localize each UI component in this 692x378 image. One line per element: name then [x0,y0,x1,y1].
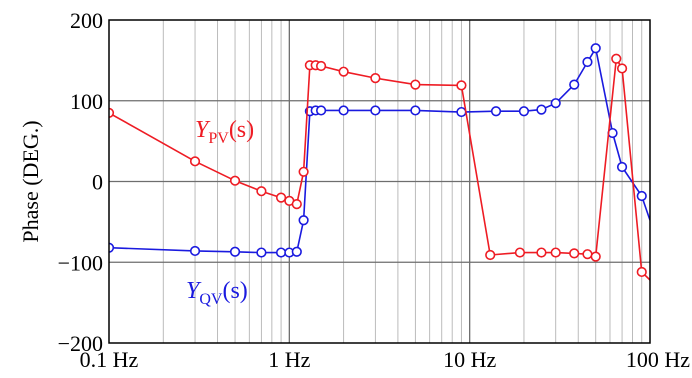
data-point [636,266,647,278]
data-point [275,192,287,203]
data-point [370,105,381,116]
y-tick-label: 0 [92,170,103,195]
data-point [256,247,267,258]
y-axis-label: Phase (DEG.) [18,120,43,242]
tick-labels: −200 −100 0 100 200 0.1 Hz 1 Hz 10 Hz 100 Hz [58,8,691,372]
data-point [536,247,547,258]
series-label-ypv: YPV(s) [195,117,254,147]
data-point [291,199,302,210]
data-point [490,106,502,117]
x-tick-label: 0.1 Hz [80,347,139,372]
series-layer [109,43,650,281]
x-tick-label: 1 Hz [268,347,310,372]
data-point [616,161,628,173]
data-point [370,73,381,84]
series-label-yqv: YQV(s) [186,278,248,308]
data-point [536,104,547,115]
data-point [514,247,526,258]
data-point [611,53,622,64]
data-point [109,242,115,253]
data-point [456,80,467,91]
data-point [456,106,467,118]
data-point [518,106,530,117]
data-point [109,107,115,118]
data-point [338,105,349,116]
x-tick-label: 100 Hz [626,347,690,372]
data-point [582,56,593,68]
data-point [298,166,309,177]
series-line [109,58,650,281]
data-point [569,248,580,259]
data-point [616,63,628,74]
series-1-group [109,43,650,258]
data-point [590,43,601,54]
data-point [550,98,561,109]
data-point [275,247,287,258]
data-point [590,251,601,262]
data-point [550,247,561,258]
data-point [485,249,496,261]
series-0-group [109,53,650,281]
data-point [229,175,241,186]
plot-frame [108,19,651,344]
data-point [582,249,593,260]
data-point [410,105,421,116]
y-tick-label: −200 [58,331,103,356]
data-point [315,105,327,116]
data-point [636,190,647,202]
data-point [189,245,201,257]
y-tick-label: 200 [70,8,103,33]
y-tick-label: 100 [70,89,103,114]
y-tick-label: −100 [58,250,103,275]
x-tick-label: 10 Hz [443,347,496,372]
data-point [229,246,241,257]
data-point [291,246,302,257]
data-point [298,215,309,226]
data-point [338,66,349,77]
data-point [410,79,421,90]
data-point [569,79,580,90]
data-point [189,156,201,167]
data-point [315,60,327,72]
data-point [256,186,267,197]
